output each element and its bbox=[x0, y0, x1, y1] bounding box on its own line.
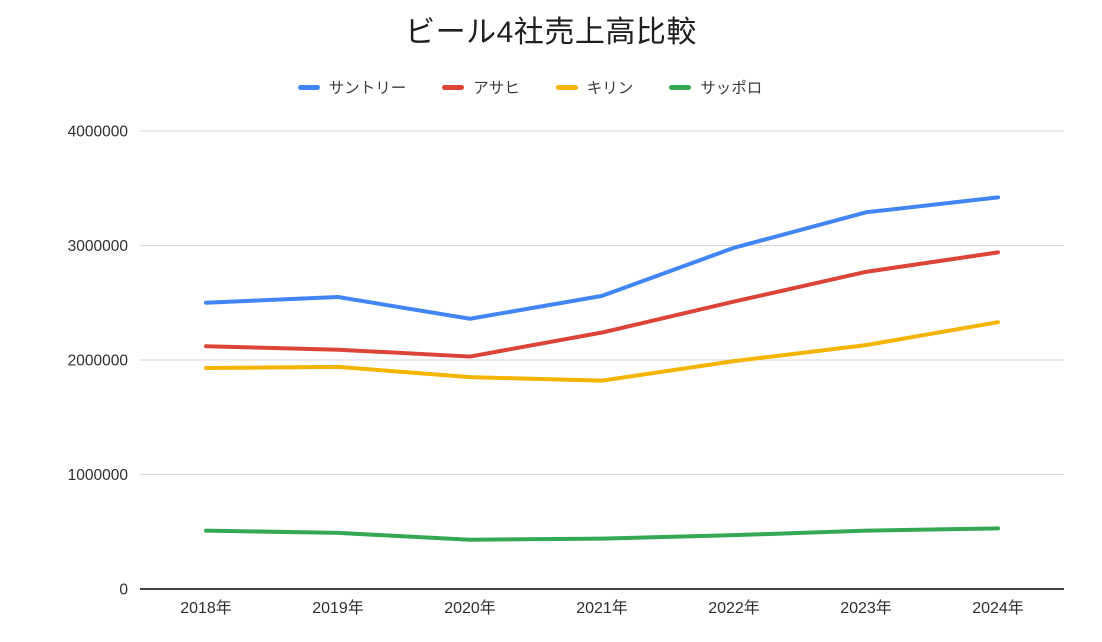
legend-swatch-icon bbox=[669, 84, 692, 90]
series-line-kirin bbox=[204, 320, 1000, 383]
chart-title: ビール4社売上高比較 bbox=[405, 16, 697, 49]
y-tick-label: 1000000 bbox=[68, 467, 129, 484]
series-line-asahi bbox=[204, 250, 1000, 359]
x-tick-label: 2021年 bbox=[576, 599, 628, 617]
chart-legend: サントリー アサヒ キリン サッポロ bbox=[0, 76, 1060, 98]
legend-label: キリン bbox=[586, 80, 634, 97]
y-tick-label: 0 bbox=[119, 582, 128, 599]
x-tick-label: 2018年 bbox=[180, 599, 232, 617]
x-tick-label: 2019年 bbox=[312, 599, 364, 617]
legend-label: アサヒ bbox=[473, 80, 520, 97]
x-tick-label: 2023年 bbox=[840, 599, 892, 617]
x-tick-label: 2024年 bbox=[972, 599, 1024, 617]
legend-swatch-icon bbox=[297, 84, 320, 90]
y-tick-label: 2000000 bbox=[68, 353, 129, 370]
legend-swatch-icon bbox=[555, 84, 578, 90]
y-tick-label: 4000000 bbox=[68, 124, 129, 141]
x-tick-label: 2022年 bbox=[708, 599, 760, 617]
legend-item-asahi: アサヒ bbox=[442, 76, 520, 98]
legend-swatch-icon bbox=[442, 84, 465, 90]
legend-item-sapporo: サッポロ bbox=[669, 76, 762, 98]
y-tick-label: 3000000 bbox=[68, 238, 129, 255]
legend-label: サントリー bbox=[328, 80, 407, 97]
legend-item-suntory: サントリー bbox=[297, 76, 407, 98]
series-line-sapporo bbox=[204, 526, 1000, 542]
legend-item-kirin: キリン bbox=[555, 76, 634, 98]
series-line-suntory bbox=[204, 195, 1000, 321]
x-tick-label: 2020年 bbox=[444, 599, 496, 617]
legend-label: サッポロ bbox=[700, 80, 763, 97]
